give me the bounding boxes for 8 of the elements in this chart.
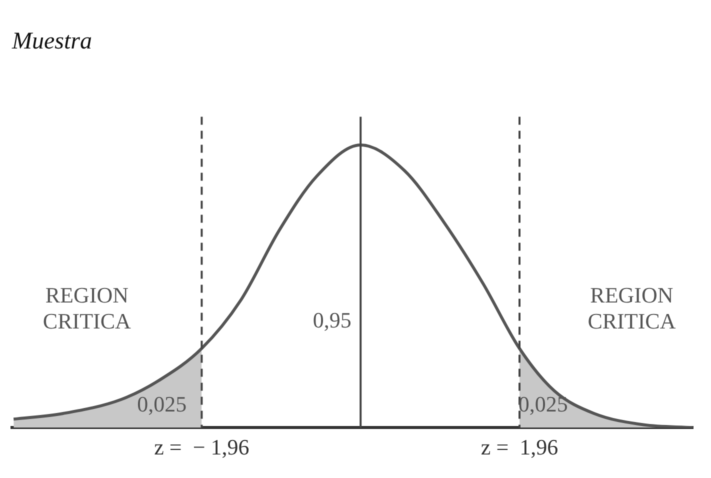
annotation: 0,95 — [312, 308, 352, 333]
annotation: REGION CRITICA — [588, 282, 676, 334]
chart-title: Muestra — [11, 28, 92, 55]
annotation: 0,025 — [137, 392, 187, 417]
x-tick-label: z = − 1,96 — [154, 434, 250, 460]
annotation: REGION CRITICA — [42, 282, 132, 334]
annotation: 0,025 — [518, 392, 568, 417]
x-tick-label: z = 1,96 — [480, 434, 558, 460]
